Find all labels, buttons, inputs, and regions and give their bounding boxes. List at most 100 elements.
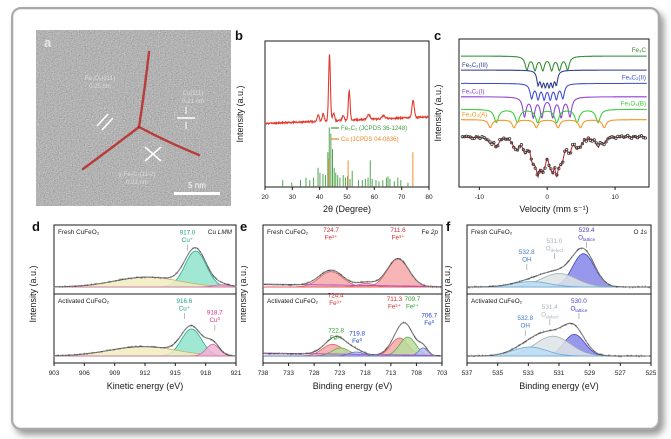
svg-text:OH: OH [521,323,531,330]
svg-text:40: 40 [316,194,324,201]
svg-text:532.8: 532.8 [517,315,533,322]
svg-text:Fe⁰: Fe⁰ [424,320,434,327]
svg-text:530.0: 530.0 [571,298,587,305]
svg-text:Activated CuFeO₂: Activated CuFeO₂ [267,298,319,305]
svg-text:Fe³⁺: Fe³⁺ [325,234,338,241]
svg-text:70: 70 [398,194,406,201]
svg-text:Fe²⁺: Fe²⁺ [330,335,343,342]
svg-text:Intensity (a.u.): Intensity (a.u.) [445,265,452,322]
svg-text:Fe₃O₄(A): Fe₃O₄(A) [462,112,487,119]
svg-text:912: 912 [140,370,151,377]
svg-text:Fe₅C₂(III): Fe₅C₂(III) [462,62,488,69]
svg-text:30: 30 [289,194,297,201]
svg-text:-10: -10 [475,194,485,201]
svg-text:Fresh CuFeO₂: Fresh CuFeO₂ [471,229,513,236]
svg-text:531: 531 [554,370,565,377]
svg-text:535: 535 [492,370,503,377]
svg-text:Fe³⁺: Fe³⁺ [392,234,405,241]
svg-text:Fe³⁺: Fe³⁺ [329,300,342,307]
svg-text:Fresh CuFeO₂: Fresh CuFeO₂ [58,229,100,236]
svg-text:706.7: 706.7 [421,312,437,319]
svg-text:909: 909 [109,370,120,377]
svg-text:Olattice: Olattice [570,305,587,313]
panel-d-label: d [32,219,40,234]
svg-text:Intensity (a.u.): Intensity (a.u.) [235,85,245,142]
panel-a-tem-image: Fe₃O₄(311) 0.25 nm Cu(111) 0.21 nm χ-Fe₅C₂(1… [36,30,231,206]
svg-text:Fe₃O₄(B): Fe₃O₄(B) [621,100,646,107]
svg-text:Fe²⁺: Fe²⁺ [406,303,419,310]
svg-text:OH: OH [522,256,532,263]
svg-text:5 nm: 5 nm [188,181,206,190]
panel-e-fe2p-chart: Fresh CuFeO₂ Fe 2p724.7Fe³⁺711.6Fe³⁺Activ… [241,224,448,391]
svg-text:529: 529 [584,370,595,377]
svg-text:709.7: 709.7 [404,296,420,303]
svg-text:Cu LMM: Cu LMM [208,229,233,236]
svg-text:0: 0 [545,194,549,201]
svg-text:531.4: 531.4 [542,304,558,311]
panel-b-label: b [235,28,243,43]
svg-text:724.4: 724.4 [328,292,344,299]
svg-text:531.0: 531.0 [547,238,563,245]
svg-text:918.7: 918.7 [207,310,223,317]
svg-text:532.8: 532.8 [519,249,535,256]
panel-c-mossbauer-chart: Fe₃C Fe₅C₂(III) Fe₅C₂(II) Fe₅C₂(I) Fe₃O₄(B) F… [433,38,650,214]
svg-text:Activated CuFeO₂: Activated CuFeO₂ [471,298,523,305]
svg-text:80: 80 [425,194,433,201]
svg-text:Fe₅C₂(II): Fe₅C₂(II) [622,74,646,81]
svg-text:703: 703 [437,370,448,377]
svg-text:533: 533 [523,370,534,377]
svg-text:Intensity (a.u.): Intensity (a.u.) [433,84,443,141]
svg-text:Fe₃C: Fe₃C [632,47,647,54]
svg-text:10: 10 [611,194,619,201]
svg-text:Fe⁰: Fe⁰ [352,338,362,345]
svg-text:Intensity (a.u.): Intensity (a.u.) [241,265,248,322]
svg-text:Odefect: Odefect [546,245,564,253]
svg-text:527: 527 [615,370,626,377]
svg-text:906: 906 [79,370,90,377]
svg-text:Fresh CuFeO₂: Fresh CuFeO₂ [267,229,309,236]
svg-text:Cu⁺: Cu⁺ [182,237,193,244]
panel-b-xrd-chart: Fe₅C₂ (JCPDS 36-1248) Cu (JCPDS 04-0836) 2… [235,40,433,214]
svg-text:Odefect: Odefect [541,312,559,320]
svg-text:60: 60 [371,194,379,201]
svg-text:917.0: 917.0 [180,230,196,237]
svg-text:918: 918 [200,370,211,377]
svg-text:0.22 nm: 0.22 nm [126,180,148,186]
svg-text:50: 50 [343,194,351,201]
svg-text:733: 733 [283,370,294,377]
svg-text:O 1s: O 1s [634,229,648,236]
svg-text:711.6: 711.6 [390,227,406,234]
svg-text:Fe³⁺: Fe³⁺ [388,303,401,310]
svg-text:537: 537 [462,370,473,377]
figure-card: Fe₃O₄(311) 0.25 nm Cu(111) 0.21 nm χ-Fe₅C₂(1… [11,7,660,430]
panel-e-label: e [240,219,248,234]
panel-c-label: c [434,28,442,43]
svg-text:Fe₃O₄(311): Fe₃O₄(311) [85,76,115,82]
panel-a-label: a [44,35,52,50]
svg-text:713: 713 [385,370,396,377]
svg-text:719.8: 719.8 [349,330,365,337]
svg-text:738: 738 [258,370,269,377]
svg-text:Cu (JCPDS 04-0836): Cu (JCPDS 04-0836) [341,136,399,143]
svg-text:Binding energy (eV): Binding energy (eV) [313,381,393,391]
svg-text:Velocity (mm s⁻¹): Velocity (mm s⁻¹) [519,204,588,214]
svg-text:Olattice: Olattice [578,234,595,242]
svg-text:529.4: 529.4 [579,227,595,234]
svg-text:Cu⁰: Cu⁰ [209,317,220,324]
svg-text:0.25 nm: 0.25 nm [89,84,111,90]
svg-text:903: 903 [49,370,60,377]
svg-text:Fe 2p: Fe 2p [422,229,439,236]
panel-f-label: f [446,219,451,234]
svg-text:718: 718 [360,370,371,377]
svg-text:Cu(111): Cu(111) [183,91,204,97]
svg-text:921: 921 [231,370,242,377]
svg-text:Fe₅C₂ (JCPDS 36-1248): Fe₅C₂ (JCPDS 36-1248) [341,125,407,132]
svg-text:915: 915 [170,370,181,377]
svg-text:722.8: 722.8 [328,328,344,335]
svg-text:Activated CuFeO₂: Activated CuFeO₂ [58,298,110,305]
svg-text:20: 20 [261,194,269,201]
svg-text:Binding energy (eV): Binding energy (eV) [519,381,599,391]
panel-d-cu-lmm-chart: Fresh CuFeO₂ Cu LMM 917.0Cu⁺ Activated CuFe… [28,224,242,391]
svg-text:2θ (Degree): 2θ (Degree) [323,204,371,214]
svg-text:723: 723 [334,370,345,377]
